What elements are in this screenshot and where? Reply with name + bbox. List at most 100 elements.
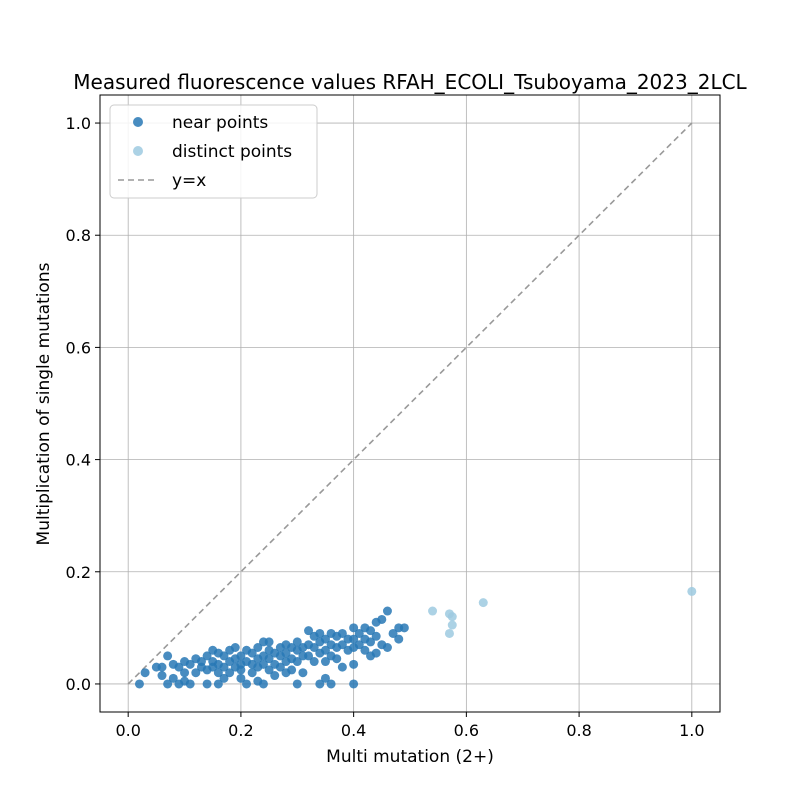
distinct-point [478,598,488,608]
near-point [360,645,370,655]
near-point [247,668,257,678]
near-point [349,623,359,633]
y-tick-label: 0.4 [66,451,91,470]
axes-frame [99,94,721,713]
near-point [349,634,359,644]
near-point [202,651,212,661]
near-point [382,642,392,652]
near-point [157,662,167,672]
near-point [202,679,212,689]
near-point [258,679,268,689]
near-point [134,679,144,689]
near-point [191,668,201,678]
near-point [185,679,195,689]
near-point [304,651,314,661]
near-point [219,673,229,683]
near-point [292,657,302,667]
near-point [236,651,246,661]
legend-label-near: near points [172,113,268,133]
x-tick-label: 1.0 [679,721,704,740]
near-point [264,637,274,647]
near-point [304,626,314,636]
near-point [292,679,302,689]
legend-box [109,104,318,199]
near-point [242,679,252,689]
y-tick-label: 1.0 [66,114,91,133]
near-point [320,657,330,667]
near-point [185,659,195,669]
distinct-point [447,612,457,622]
near-point [140,668,150,678]
grid [100,95,720,712]
y-tick-label: 0.8 [66,226,91,245]
near-point [309,657,319,667]
near-point [213,668,223,678]
legend-label-distinct: distinct points [172,142,292,162]
near-point [247,648,257,658]
y-tick-label: 0.2 [66,563,91,582]
near-point [157,671,167,681]
near-point [394,634,404,644]
near-point [315,628,325,638]
near-point [219,662,229,672]
near-point [287,665,297,675]
x-tick-label: 0.0 [115,721,140,740]
near-point [230,642,240,652]
y-axis-ticks: 0.0 0.2 0.4 0.6 0.8 1.0 [66,114,100,694]
near-point [337,662,347,672]
near-point [315,679,325,689]
y-tick-label: 0.0 [66,675,91,694]
reference-line-yx [127,122,693,685]
near-point [377,614,387,624]
near-point [371,631,381,641]
near-point [163,651,173,661]
near-point [264,654,274,664]
chart-title: Measured fluorescence values RFAH_ECOLI_… [73,70,747,94]
near-point [213,679,223,689]
points-group [134,586,697,689]
near-point [281,648,291,658]
near-point [366,637,376,647]
near-point [264,665,274,675]
near-point [382,606,392,616]
near-point [326,679,336,689]
near-point [388,628,398,638]
near-point [236,673,246,683]
near-point [354,628,364,638]
near-point [163,679,173,689]
legend-label-yx: y=x [172,171,206,191]
x-tick-label: 0.4 [341,721,366,740]
near-point [320,673,330,683]
legend-marker-near [133,117,143,127]
near-point [236,665,246,675]
y-tick-label: 0.6 [66,338,91,357]
near-point [337,640,347,650]
near-point [349,659,359,669]
legend-marker-distinct [133,146,143,156]
x-tick-label: 0.6 [454,721,479,740]
distinct-point [687,586,697,596]
near-point [309,642,319,652]
near-point [258,659,268,669]
legend: near points distinct points y=x [109,104,318,199]
near-point [174,662,184,672]
x-axis-ticks: 0.0 0.2 0.4 0.6 0.8 1.0 [115,712,705,740]
near-point [298,668,308,678]
near-point [337,628,347,638]
x-tick-label: 0.8 [566,721,591,740]
near-point [320,634,330,644]
near-point [292,637,302,647]
y-axis-label: Multiplication of single mutations [34,262,54,545]
near-point [320,645,330,655]
x-axis-label: Multi mutation (2+) [326,747,494,767]
distinct-point [444,628,454,638]
near-point [253,642,263,652]
near-point [332,654,342,664]
near-point [349,679,359,689]
distinct-point [447,620,457,630]
near-point [270,671,280,681]
reference-line-group [127,122,693,685]
near-point [371,648,381,658]
near-point [399,623,409,633]
